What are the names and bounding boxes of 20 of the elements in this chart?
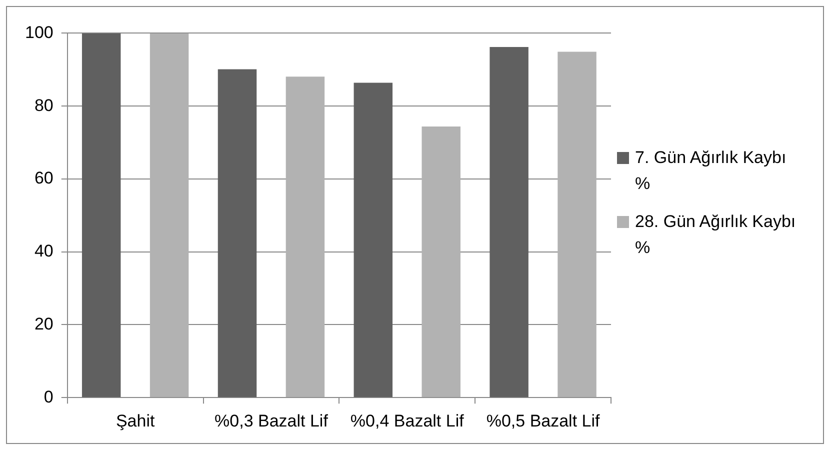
y-tick-label: 100	[24, 22, 54, 42]
bar	[354, 82, 393, 398]
bar	[558, 52, 596, 398]
y-tick-label: 0	[44, 387, 54, 406]
y-tick-label: 40	[34, 242, 54, 261]
x-tick-label: Şahit	[116, 411, 155, 430]
bar	[286, 76, 325, 398]
y-tick-label: 20	[34, 314, 54, 334]
bar	[422, 126, 460, 398]
bar	[82, 33, 121, 398]
bar	[490, 47, 528, 398]
legend-label: 28. Gün Ağırlık Kaybı %	[635, 211, 797, 259]
bar	[150, 33, 189, 398]
y-tick-label: 80	[34, 96, 54, 115]
y-tick-label: 60	[34, 168, 54, 188]
bar	[218, 69, 257, 398]
x-tick-label: %0,5 Bazalt Lif	[486, 411, 600, 430]
legend-label: 7. Gün Ağırlık Kaybı %	[635, 147, 788, 195]
x-tick-label: %0,3 Bazalt Lif	[214, 411, 328, 430]
x-tick-label: %0,4 Bazalt Lif	[350, 411, 464, 430]
